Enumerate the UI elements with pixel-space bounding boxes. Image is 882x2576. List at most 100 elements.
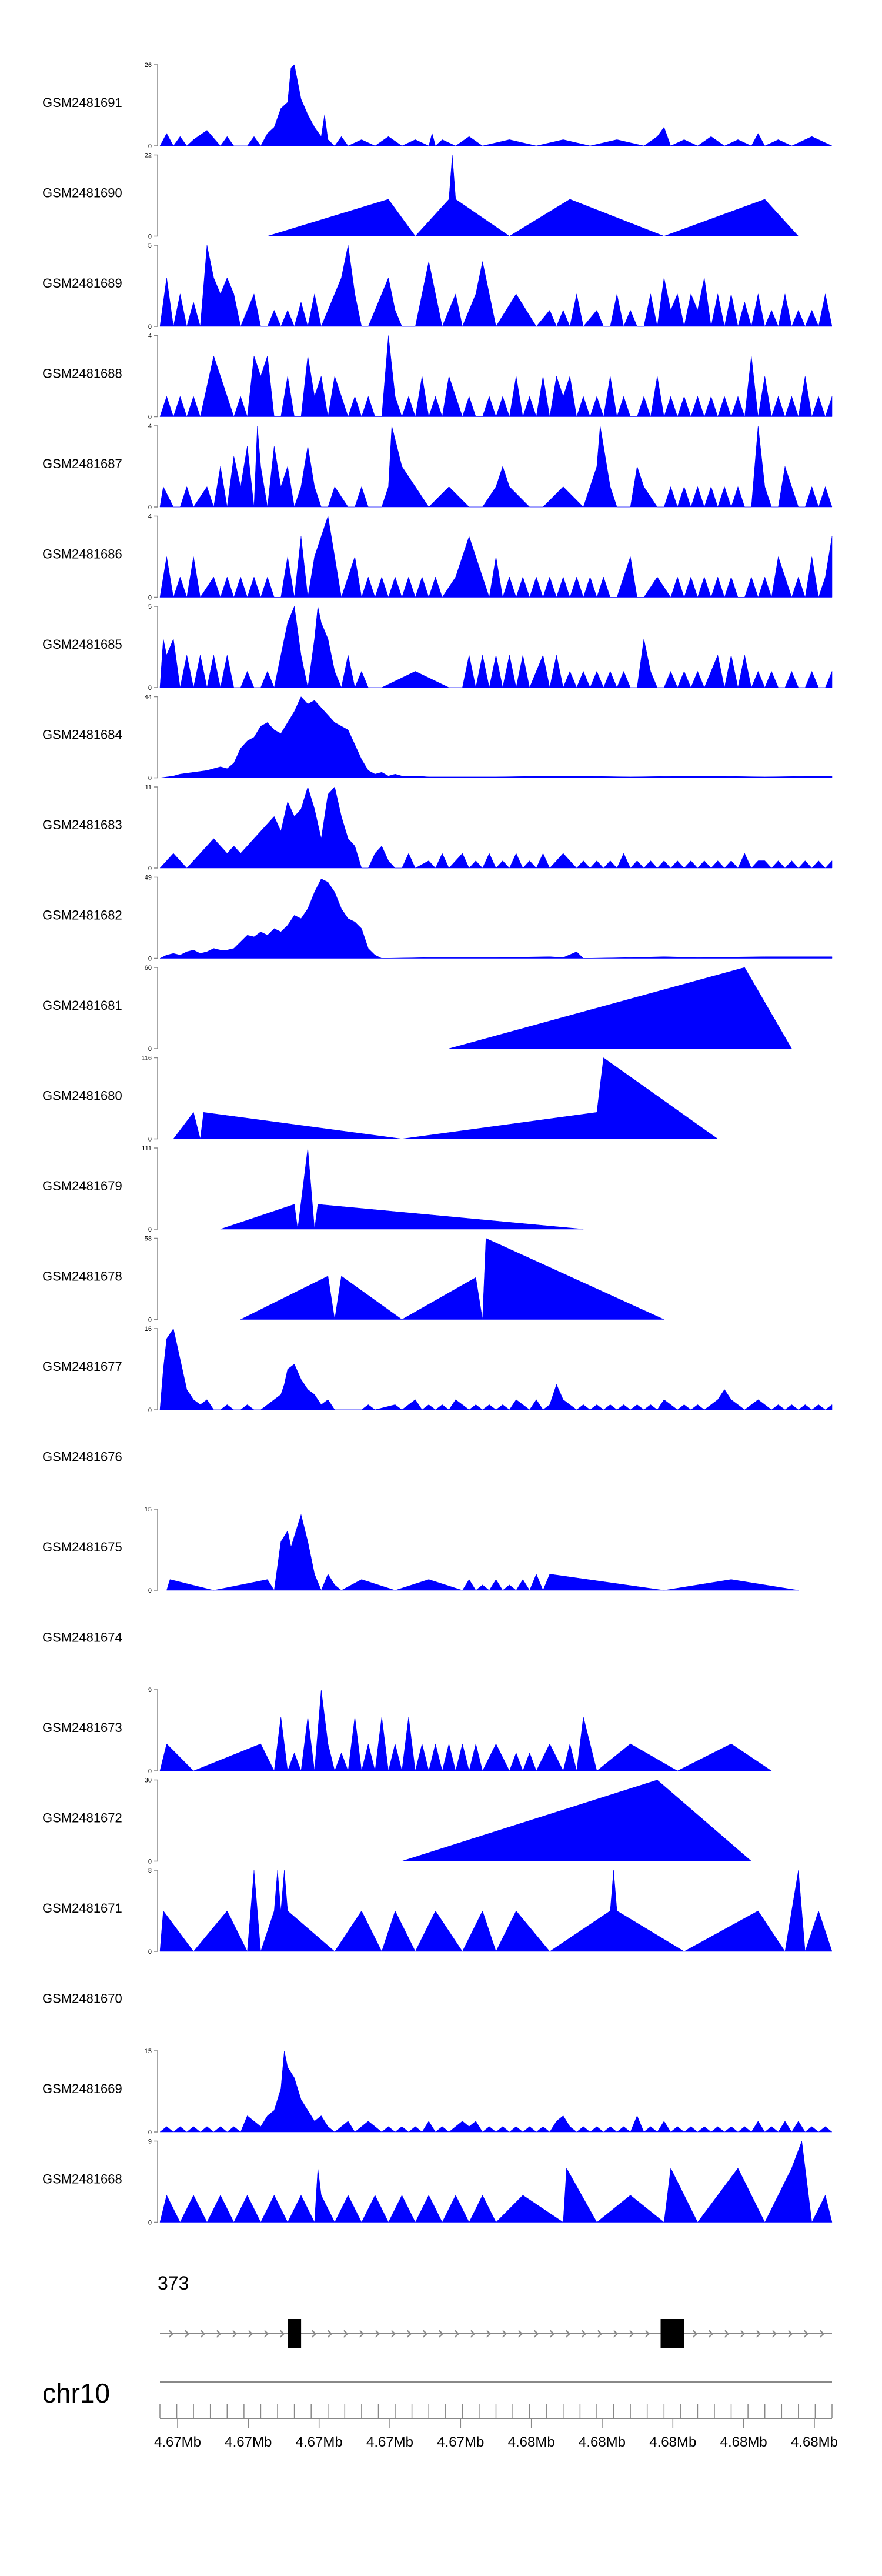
strand-arrow: › — [199, 2323, 206, 2344]
strand-arrows: ››››››››››››››››››››››››››››››››››››››››… — [168, 2323, 826, 2344]
strand-arrow: › — [422, 2323, 429, 2344]
gene-annotation-track: 373 › › › › › › › › › › › › › › › › › › › › › › › › › › › › › › › › › › › ›… — [158, 2273, 832, 2348]
y-axis-zero-label: 0 — [148, 1046, 152, 1053]
y-axis-max-label: 44 — [145, 694, 152, 701]
track-GSM2481676: GSM2481676 — [42, 1450, 122, 1464]
track-label: GSM2481676 — [42, 1450, 122, 1464]
track-GSM2481683: GSM2481683 11 0 — [42, 784, 833, 872]
ruler-tick-label: 4.67Mb — [437, 2434, 484, 2450]
strand-arrow: › — [469, 2323, 476, 2344]
ruler-tick-label: 4.67Mb — [154, 2434, 201, 2450]
y-axis-zero-label: 0 — [148, 1858, 152, 1866]
track-label: GSM2481681 — [42, 998, 122, 1013]
y-axis-zero-label: 0 — [148, 595, 152, 602]
strand-arrow: › — [564, 2323, 572, 2344]
track-label: GSM2481673 — [42, 1720, 122, 1735]
strand-arrow: › — [279, 2323, 286, 2344]
track-GSM2481689: GSM2481689 5 0 — [42, 242, 833, 331]
y-axis-max-label: 30 — [145, 1777, 152, 1784]
strand-arrow: › — [818, 2323, 826, 2344]
genome-coordinate-axis: chr10 4.67Mb 4.67Mb 4.67Mb 4.67Mb 4.67Mb 4.68… — [42, 2378, 838, 2450]
track-label: GSM2481689 — [42, 276, 122, 291]
track-label: GSM2481672 — [42, 1811, 122, 1826]
exon-blocks — [288, 2319, 684, 2348]
track-GSM2481686: GSM2481686 4 0 — [42, 513, 833, 602]
strand-arrow: › — [326, 2323, 333, 2344]
y-axis-max-label: 4 — [148, 513, 152, 520]
y-axis-zero-label: 0 — [148, 2129, 152, 2136]
y-axis-zero-label: 0 — [148, 1317, 152, 1324]
coverage-area — [159, 786, 833, 869]
strand-arrow: › — [739, 2323, 746, 2344]
y-axis-max-label: 11 — [145, 784, 152, 791]
y-axis-max-label: 26 — [145, 62, 152, 69]
y-axis-zero-label: 0 — [148, 1407, 152, 1414]
y-axis-zero-label: 0 — [148, 865, 152, 872]
track-label: GSM2481688 — [42, 366, 122, 381]
track-label: GSM2481669 — [42, 2081, 122, 2096]
coverage-area — [220, 1147, 584, 1230]
y-axis-zero-label: 0 — [148, 775, 152, 782]
coverage-area — [159, 2141, 833, 2223]
track-label: GSM2481683 — [42, 817, 122, 832]
strand-arrow: › — [183, 2323, 191, 2344]
ruler-tick-label: 4.68Mb — [649, 2434, 696, 2450]
coverage-area — [159, 1328, 833, 1410]
coverage-area — [159, 2050, 833, 2133]
strand-arrow: › — [628, 2323, 635, 2344]
track-GSM2481672: GSM2481672 30 0 — [42, 1777, 752, 1866]
track-GSM2481690: GSM2481690 22 0 — [42, 152, 799, 241]
track-GSM2481691: GSM2481691 26 0 — [42, 62, 833, 150]
ruler-labels: 4.67Mb 4.67Mb 4.67Mb 4.67Mb 4.67Mb 4.68Mb 4.68… — [154, 2418, 838, 2450]
y-axis-zero-label: 0 — [148, 414, 152, 421]
strand-arrow: › — [549, 2323, 556, 2344]
y-axis-max-label: 116 — [141, 1055, 152, 1062]
y-axis-zero-label: 0 — [148, 1948, 152, 1956]
y-axis-max-label: 16 — [145, 1326, 152, 1333]
exon-block — [660, 2319, 684, 2348]
track-label: GSM2481670 — [42, 1991, 122, 2006]
track-GSM2481685: GSM2481685 5 0 — [42, 603, 833, 692]
coverage-area — [159, 516, 833, 598]
coverage-area — [159, 878, 833, 959]
ruler-tick-label: 4.68Mb — [791, 2434, 838, 2450]
strand-arrow: › — [374, 2323, 381, 2344]
track-GSM2481668: GSM2481668 9 0 — [42, 2138, 833, 2227]
coverage-area — [159, 245, 833, 327]
strand-arrow: › — [691, 2323, 699, 2344]
y-axis-zero-label: 0 — [148, 685, 152, 692]
ruler-ticks — [159, 2404, 833, 2418]
y-axis-max-label: 15 — [145, 2048, 152, 2055]
coverage-area — [159, 1870, 833, 1952]
y-axis-max-label: 9 — [148, 1687, 152, 1694]
track-GSM2481675: GSM2481675 15 0 — [42, 1506, 799, 1594]
track-label: GSM2481675 — [42, 1540, 122, 1554]
coverage-area — [159, 335, 833, 418]
ruler-tick-label: 4.68Mb — [508, 2434, 555, 2450]
track-label: GSM2481685 — [42, 637, 122, 652]
track-GSM2481682: GSM2481682 49 0 — [42, 875, 833, 963]
strand-arrow: › — [168, 2323, 175, 2344]
coverage-area — [267, 155, 799, 236]
y-axis-max-label: 5 — [148, 242, 152, 249]
track-GSM2481674: GSM2481674 — [42, 1630, 122, 1645]
strand-arrow: › — [263, 2323, 270, 2344]
track-GSM2481688: GSM2481688 4 0 — [42, 333, 833, 421]
strand-arrow: › — [453, 2323, 460, 2344]
track-label: GSM2481674 — [42, 1630, 122, 1645]
track-GSM2481678: GSM2481678 58 0 — [42, 1236, 664, 1324]
track-GSM2481684: GSM2481684 44 0 — [42, 694, 833, 782]
track-label: GSM2481682 — [42, 908, 122, 923]
ruler-tick-label: 4.68Mb — [579, 2434, 626, 2450]
coverage-area — [449, 967, 792, 1049]
strand-arrow: › — [406, 2323, 413, 2344]
track-GSM2481680: GSM2481680 116 0 — [42, 1055, 719, 1143]
coverage-area — [240, 1238, 664, 1320]
chromosome-title: chr10 — [42, 2378, 110, 2408]
strand-arrow: › — [215, 2323, 222, 2344]
track-GSM2481673: GSM2481673 9 0 — [42, 1687, 772, 1775]
y-axis-max-label: 5 — [148, 603, 152, 610]
ruler-tick-label: 4.67Mb — [225, 2434, 272, 2450]
track-label: GSM2481684 — [42, 728, 122, 742]
y-axis-max-label: 4 — [148, 423, 152, 430]
